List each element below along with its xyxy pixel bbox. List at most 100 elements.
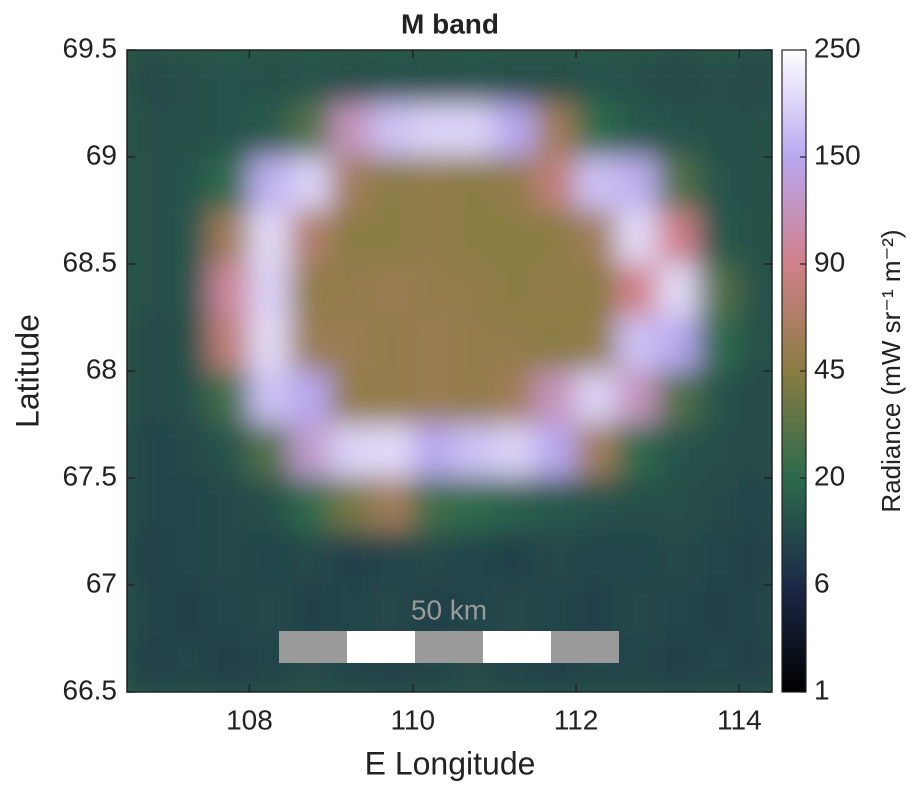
heatmap-cell: [289, 156, 332, 211]
heatmap-cell: [657, 638, 700, 692]
heatmap-cell: [167, 103, 210, 158]
heatmap-cell: [167, 477, 210, 532]
heatmap-cell: [248, 531, 291, 586]
y-tick-label: 67: [86, 567, 117, 598]
heatmap-cell: [534, 584, 577, 639]
x-axis-label: E Longitude: [365, 745, 536, 781]
y-tick-label: 69: [86, 139, 117, 170]
heatmap-cell: [453, 317, 495, 372]
heatmap-cell: [575, 50, 618, 104]
chart-title: M band: [401, 8, 499, 39]
heatmap-cell: [657, 424, 700, 479]
heatmap-cell: [127, 424, 169, 479]
heatmap-cell: [330, 317, 373, 372]
heatmap-cell: [167, 584, 210, 639]
heatmap-cell: [127, 103, 169, 158]
colorbar-label: Radiance (mW sr⁻¹ m⁻²): [876, 229, 906, 512]
heatmap-cell: [657, 263, 700, 318]
heatmap-cell: [738, 531, 772, 586]
heatmap-cell: [167, 263, 210, 318]
heatmap-cell: [534, 263, 577, 318]
heatmap-cell: [493, 50, 536, 104]
heatmap-cell: [412, 531, 455, 586]
heatmap-cell: [289, 263, 332, 318]
heatmap-cell: [248, 263, 291, 318]
x-tick-label: 112: [554, 704, 599, 735]
heatmap-cell: [248, 156, 291, 211]
heatmap-cell: [575, 370, 618, 425]
y-axis-label: Latitude: [9, 314, 45, 428]
heatmap-cell: [698, 210, 740, 265]
heatmap-cell: [453, 477, 495, 532]
heatmap-cell: [208, 477, 250, 532]
heatmap-cell: [330, 531, 373, 586]
heatmap-cell: [412, 584, 455, 639]
heatmap-cell: [248, 50, 291, 104]
heatmap-cell: [534, 50, 577, 104]
heatmap-cell: [698, 424, 740, 479]
heatmap-cell: [738, 370, 772, 425]
heatmap-cell: [453, 156, 495, 211]
heatmap-cell: [371, 210, 414, 265]
heatmap-cell: [616, 531, 659, 586]
heatmap-cell: [493, 424, 536, 479]
heatmap-cell: [371, 50, 414, 104]
heatmap-cell: [738, 477, 772, 532]
heatmap-cell: [657, 531, 700, 586]
heatmap-cell: [616, 210, 659, 265]
heatmap-cell: [534, 317, 577, 372]
heatmap-cell: [248, 370, 291, 425]
heatmap-cell: [208, 370, 250, 425]
heatmap-cell: [127, 317, 169, 372]
heatmap-cell: [738, 424, 772, 479]
heatmap-cell: [575, 263, 618, 318]
heatmap-cell: [208, 103, 250, 158]
heatmap-cell: [248, 103, 291, 158]
heatmap-cell: [657, 370, 700, 425]
heatmap-cell: [657, 156, 700, 211]
heatmap-cell: [493, 210, 536, 265]
heatmap-cell: [412, 477, 455, 532]
heatmap-cell: [493, 263, 536, 318]
heatmap-cell: [248, 424, 291, 479]
heatmap-cell: [657, 50, 700, 104]
heatmap-cell: [412, 210, 455, 265]
heatmap-cell: [534, 156, 577, 211]
heatmap-cell: [208, 263, 250, 318]
heatmap-cell: [289, 317, 332, 372]
heatmap-cell: [493, 584, 536, 639]
heatmap-cell: [412, 156, 455, 211]
colorbar-tick-label: 90: [814, 246, 845, 277]
heatmap-cell: [289, 531, 332, 586]
heatmap-cell: [493, 477, 536, 532]
heatmap-cell: [371, 263, 414, 318]
heatmap-cell: [657, 477, 700, 532]
heatmap-cell: [453, 370, 495, 425]
heatmap-cell: [493, 317, 536, 372]
heatmap-cell: [289, 210, 332, 265]
heatmap-cell: [698, 370, 740, 425]
heatmap-cell: [127, 584, 169, 639]
heatmap-cell: [657, 584, 700, 639]
x-tick-label: 114: [717, 704, 762, 735]
heatmap-cell: [127, 638, 169, 692]
heatmap-cell: [371, 584, 414, 639]
y-tick-label: 66.5: [63, 674, 118, 705]
heatmap-cell: [698, 263, 740, 318]
heatmap-cell: [575, 584, 618, 639]
heatmap-cell: [698, 531, 740, 586]
colorbar-tick-label: 1: [814, 674, 830, 705]
scale-bar-label: 50 km: [411, 594, 487, 625]
heatmap-cell: [167, 210, 210, 265]
heatmap-cell: [330, 50, 373, 104]
heatmap-cell: [616, 424, 659, 479]
heatmap-cell: [453, 103, 495, 158]
y-tick-label: 68.5: [63, 246, 118, 277]
heatmap-cell: [208, 50, 250, 104]
heatmap-cell: [127, 531, 169, 586]
heatmap-cell: [248, 210, 291, 265]
heatmap-cell: [127, 263, 169, 318]
heatmap-cell: [698, 477, 740, 532]
heatmap-cell: [127, 477, 169, 532]
heatmap-cell: [412, 424, 455, 479]
